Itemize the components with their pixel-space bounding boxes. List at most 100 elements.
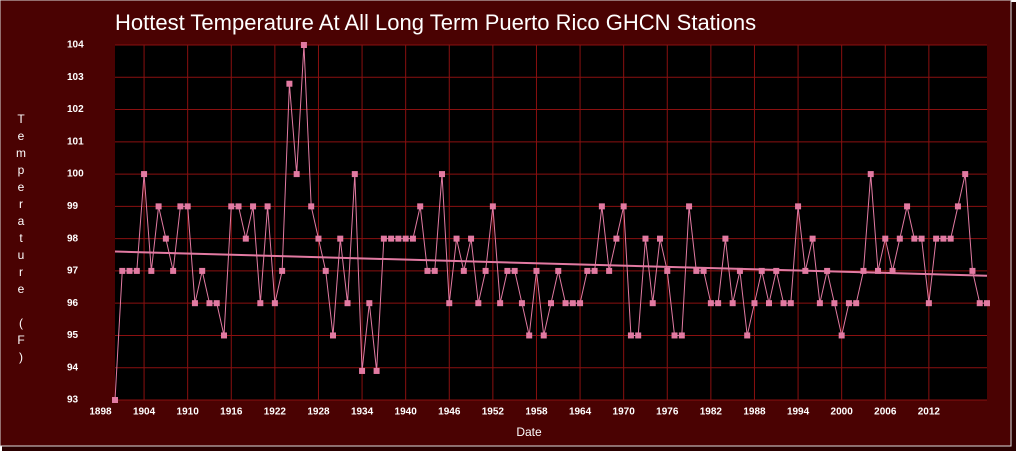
data-point	[984, 300, 990, 307]
data-point	[162, 235, 169, 242]
data-point	[315, 235, 322, 242]
y-tick-label: 96	[67, 298, 79, 309]
y-tick-label: 94	[67, 362, 79, 373]
data-point	[497, 300, 504, 307]
data-point	[337, 235, 344, 242]
data-point	[257, 300, 264, 307]
x-tick-label: 1982	[700, 407, 723, 418]
data-point	[300, 42, 307, 48]
x-tick-label: 2000	[831, 407, 854, 418]
data-point	[787, 300, 794, 307]
data-point	[729, 300, 736, 307]
data-point	[904, 203, 911, 210]
data-point	[351, 171, 358, 178]
data-point	[271, 300, 278, 307]
x-tick-label: 1940	[395, 407, 418, 418]
data-point	[686, 203, 693, 210]
data-point	[693, 267, 700, 274]
data-point	[395, 235, 402, 242]
data-point	[867, 171, 874, 178]
data-point	[562, 300, 569, 307]
y-tick-label: 95	[67, 330, 79, 341]
x-tick-label: 1898	[89, 407, 112, 418]
data-point	[555, 267, 562, 274]
data-point	[896, 235, 903, 242]
data-point	[439, 171, 445, 178]
data-point	[664, 267, 671, 274]
data-point	[766, 300, 772, 307]
x-tick-label: 1988	[743, 407, 766, 418]
data-point	[482, 267, 489, 274]
data-point	[962, 171, 969, 178]
data-point	[875, 267, 881, 274]
data-point	[548, 300, 554, 307]
data-point	[969, 267, 976, 274]
data-point	[598, 203, 605, 210]
data-point	[780, 300, 787, 307]
data-point	[279, 267, 286, 274]
data-point	[795, 203, 802, 210]
y-tick-label: 100	[67, 169, 84, 180]
data-point	[722, 235, 729, 242]
data-point	[613, 235, 620, 242]
data-point	[155, 203, 162, 210]
data-point	[584, 267, 591, 274]
data-point	[489, 203, 496, 210]
y-tick-label: 104	[67, 40, 84, 51]
data-point	[322, 267, 329, 274]
data-point	[940, 235, 947, 242]
data-point	[199, 267, 206, 274]
data-point	[947, 235, 954, 242]
data-point	[191, 300, 198, 307]
data-point	[744, 332, 751, 339]
data-point	[359, 367, 366, 374]
data-point	[119, 267, 126, 274]
data-point	[221, 332, 227, 339]
data-point	[286, 80, 293, 87]
data-point	[468, 235, 475, 242]
data-point	[170, 267, 177, 274]
data-point	[330, 332, 336, 339]
data-point	[649, 300, 656, 307]
data-point	[213, 300, 220, 307]
data-point	[242, 235, 249, 242]
data-point	[250, 203, 257, 210]
data-point	[533, 267, 540, 274]
data-point	[424, 267, 431, 274]
data-point	[504, 267, 511, 274]
data-point	[148, 267, 155, 274]
trend-line	[114, 250, 988, 277]
data-point	[366, 300, 373, 307]
data-point	[511, 267, 518, 274]
data-point	[373, 367, 380, 374]
x-tick-label: 1904	[133, 407, 156, 418]
x-tick-label: 1994	[787, 407, 810, 418]
x-tick-label: 1976	[656, 407, 679, 418]
data-point	[816, 300, 823, 307]
data-point	[831, 300, 838, 307]
data-point	[577, 300, 584, 307]
data-point	[889, 267, 896, 274]
data-point	[344, 300, 351, 307]
data-point	[228, 203, 235, 210]
data-point	[388, 235, 395, 242]
data-point	[402, 235, 409, 242]
x-tick-label: 1964	[569, 407, 592, 418]
data-point	[133, 267, 140, 274]
data-point	[838, 332, 845, 339]
x-tick-label: 1934	[351, 407, 374, 418]
data-point	[758, 267, 765, 274]
x-tick-label: 1952	[482, 407, 505, 418]
x-tick-label: 1970	[613, 407, 636, 418]
data-point	[853, 300, 860, 307]
data-point	[751, 300, 758, 307]
data-point	[453, 235, 460, 242]
data-point	[911, 235, 918, 242]
data-point	[620, 203, 627, 210]
data-point	[446, 300, 453, 307]
x-tick-label: 1946	[438, 407, 461, 418]
data-point	[627, 332, 634, 339]
data-point	[882, 235, 889, 242]
